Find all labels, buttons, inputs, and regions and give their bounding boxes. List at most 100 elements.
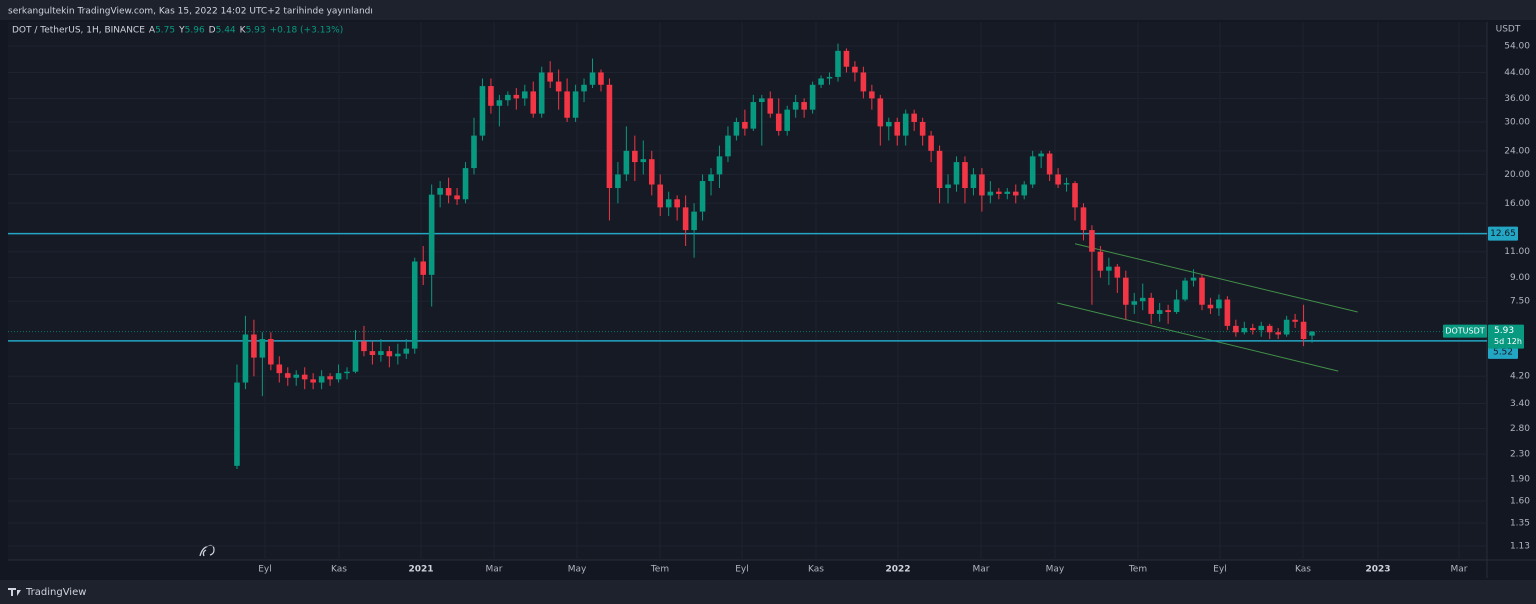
x-tick-label: Eyl xyxy=(735,565,749,575)
candle-body xyxy=(1046,153,1053,175)
candle-body xyxy=(521,91,528,99)
y-tick-label: 20.00 xyxy=(1504,170,1530,180)
candle-body xyxy=(902,113,909,136)
candle-body xyxy=(530,91,537,114)
x-tick-label: 2021 xyxy=(408,565,433,575)
candle-body xyxy=(598,72,604,85)
y-tick-label: 2.80 xyxy=(1510,424,1530,434)
x-tick-label: Mar xyxy=(972,565,989,575)
candle-body xyxy=(826,76,833,79)
y-tick-label: 16.00 xyxy=(1504,199,1530,209)
ohlc-label: K xyxy=(240,26,247,36)
candle-body xyxy=(234,382,240,466)
candle-body xyxy=(496,100,503,106)
candle-body xyxy=(572,91,579,118)
candle-body xyxy=(809,84,816,110)
candle-body xyxy=(403,348,410,354)
x-tick-label: Eyl xyxy=(258,565,272,575)
candle-body xyxy=(979,174,985,196)
symbol-tag-label: DOTUSDT xyxy=(1445,327,1484,336)
candle-body xyxy=(1309,331,1315,336)
candle-body xyxy=(1106,266,1112,271)
y-tick-label: 11.00 xyxy=(1504,247,1530,257)
candle-body xyxy=(1021,184,1028,196)
candle-body xyxy=(318,376,325,383)
candle-body xyxy=(1300,321,1307,340)
trend-line xyxy=(1057,302,1339,372)
candle-body xyxy=(1216,299,1222,309)
candle-body xyxy=(471,135,477,169)
y-tick-label: 36.00 xyxy=(1504,94,1530,104)
last-price-label: 5.93 xyxy=(1494,326,1514,336)
ohlc-value: 5.75 xyxy=(155,26,175,36)
candle-body xyxy=(682,207,689,231)
trend-line xyxy=(1074,243,1358,313)
candle-body xyxy=(835,50,841,77)
candle-body xyxy=(784,109,790,131)
candle-body xyxy=(648,159,655,185)
candle-body xyxy=(1072,183,1078,208)
ohlc-value: 5.93 xyxy=(246,26,266,36)
y-tick-label: 24.00 xyxy=(1504,146,1530,156)
candle-body xyxy=(716,156,723,175)
candle-body xyxy=(564,91,570,118)
candle-body xyxy=(928,135,934,151)
candle-body xyxy=(1165,310,1171,313)
y-tick-label: 1.13 xyxy=(1510,541,1530,551)
candle-body xyxy=(344,371,350,374)
candle-body xyxy=(894,121,901,136)
brand: TradingView xyxy=(25,587,86,598)
y-tick-label: 1.90 xyxy=(1510,474,1530,484)
candle-body xyxy=(547,72,553,82)
candle-body xyxy=(1233,325,1239,333)
candle-body xyxy=(1224,299,1231,326)
candle-body xyxy=(1114,266,1121,278)
x-tick-label: May xyxy=(568,565,587,575)
candle-body xyxy=(657,184,664,208)
candle-body xyxy=(725,135,731,157)
candle-body xyxy=(259,339,266,358)
ohlc-value: 5.44 xyxy=(216,26,236,36)
candle-body xyxy=(792,102,799,110)
candle-body xyxy=(589,72,596,85)
candle-body xyxy=(378,351,384,355)
x-tick-label: Kas xyxy=(808,565,824,575)
candle-body xyxy=(420,261,427,275)
candle-body xyxy=(488,86,494,106)
price-tag-label: 12.65 xyxy=(1490,229,1516,239)
y-tick-label: 2.30 xyxy=(1510,450,1530,460)
candle-body xyxy=(310,379,316,383)
candle-body xyxy=(632,150,638,163)
candle-body xyxy=(1266,325,1273,333)
candle-body xyxy=(327,376,333,380)
candle-body xyxy=(268,339,274,365)
candle-body xyxy=(767,98,774,114)
candle-body xyxy=(1123,277,1129,305)
candle-body xyxy=(606,84,613,189)
ohlc-label: A xyxy=(149,26,156,36)
candle-body xyxy=(1207,304,1214,309)
candle-body xyxy=(454,195,460,200)
candle-body xyxy=(1055,174,1061,185)
candle-body xyxy=(479,86,486,136)
candle-body xyxy=(1029,156,1036,185)
candle-body xyxy=(1038,153,1044,157)
candle-body xyxy=(843,50,850,67)
candle-body xyxy=(437,188,443,195)
candle-body xyxy=(801,102,807,110)
candle-body xyxy=(1258,325,1265,331)
x-tick-label: Tem xyxy=(650,565,669,575)
candle-body xyxy=(708,174,714,182)
candle-body xyxy=(411,261,418,349)
candle-body xyxy=(505,94,511,101)
candle-body xyxy=(962,162,968,189)
candle-body xyxy=(852,66,858,73)
plot-area xyxy=(8,22,1487,560)
x-tick-label: 2023 xyxy=(1365,565,1390,575)
y-tick-label: 54.00 xyxy=(1504,41,1530,51)
candle-body xyxy=(691,211,697,231)
candle-body xyxy=(395,353,401,357)
candle-body xyxy=(242,334,249,383)
x-tick-label: Mar xyxy=(1450,565,1467,575)
candle-body xyxy=(361,341,367,352)
